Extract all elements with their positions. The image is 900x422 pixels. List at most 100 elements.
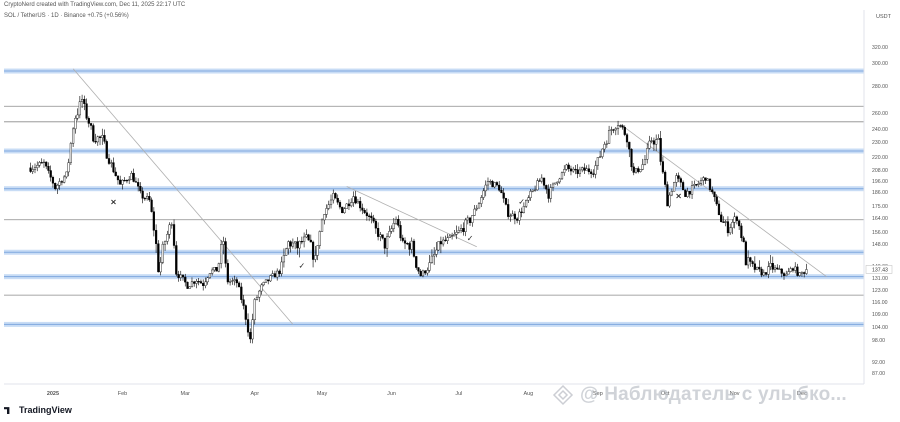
candle bbox=[130, 170, 133, 180]
candle-body bbox=[504, 198, 508, 205]
candle-body bbox=[368, 215, 371, 217]
candle bbox=[518, 208, 521, 225]
candle-body bbox=[684, 189, 687, 197]
candle-body bbox=[565, 164, 568, 170]
candle-body bbox=[495, 182, 499, 186]
candle bbox=[585, 165, 588, 171]
candle-body bbox=[673, 182, 676, 192]
candle bbox=[599, 150, 602, 158]
candle-body bbox=[276, 270, 279, 278]
candle-body bbox=[711, 189, 714, 193]
candle-body bbox=[228, 281, 232, 283]
candle bbox=[455, 225, 458, 240]
candle bbox=[179, 270, 182, 282]
candle-body bbox=[572, 168, 575, 172]
candle bbox=[726, 216, 730, 237]
candle-body bbox=[417, 267, 420, 272]
candle-body bbox=[625, 134, 629, 143]
candle bbox=[516, 217, 519, 224]
candle-body bbox=[415, 256, 418, 268]
candle bbox=[139, 182, 142, 194]
candle bbox=[576, 164, 579, 179]
candle bbox=[522, 202, 525, 214]
candle bbox=[805, 263, 808, 275]
candle-body bbox=[498, 184, 501, 191]
candle bbox=[408, 241, 411, 256]
candle bbox=[253, 298, 256, 325]
last-price-label: 137.43 bbox=[865, 265, 893, 274]
candle bbox=[596, 157, 599, 170]
candle bbox=[713, 191, 716, 202]
plot-area[interactable] bbox=[4, 22, 864, 384]
candle bbox=[451, 232, 454, 240]
candle-body bbox=[639, 169, 642, 172]
candle bbox=[616, 120, 620, 135]
candle-body bbox=[385, 236, 389, 249]
candle-body bbox=[560, 172, 564, 180]
candle bbox=[251, 313, 254, 344]
candle bbox=[556, 181, 559, 186]
candle bbox=[594, 160, 597, 179]
candle bbox=[190, 277, 194, 288]
candle-body bbox=[177, 274, 180, 278]
candle bbox=[31, 165, 34, 175]
candle bbox=[767, 261, 770, 279]
candle-body bbox=[80, 99, 84, 102]
candle-body bbox=[390, 228, 393, 232]
candle-body bbox=[731, 222, 734, 229]
candle bbox=[141, 187, 144, 204]
candle bbox=[477, 201, 481, 209]
candle bbox=[298, 240, 301, 258]
candle-body bbox=[49, 170, 52, 178]
candle-body bbox=[72, 128, 75, 144]
x-tick-label: 2025 bbox=[47, 391, 59, 397]
candle-body bbox=[646, 148, 649, 160]
candle-body bbox=[424, 270, 427, 274]
candle bbox=[457, 226, 460, 234]
candle-body bbox=[444, 239, 447, 241]
candle-body bbox=[697, 183, 700, 185]
candle bbox=[771, 256, 774, 273]
candle bbox=[735, 215, 739, 225]
candle bbox=[760, 266, 763, 278]
x-tick-label: Mar bbox=[181, 391, 191, 397]
candle-body bbox=[554, 182, 557, 185]
candle bbox=[314, 245, 317, 263]
x-tick-label: Aug bbox=[523, 391, 533, 397]
candle bbox=[630, 148, 633, 171]
candle bbox=[262, 281, 265, 287]
candle bbox=[240, 282, 243, 304]
candle bbox=[466, 215, 469, 225]
candle-body bbox=[805, 269, 808, 274]
candle-body bbox=[670, 191, 673, 196]
candle-body bbox=[264, 279, 268, 283]
candle bbox=[410, 237, 413, 254]
candle-body bbox=[92, 125, 95, 142]
candle bbox=[356, 198, 360, 204]
candle bbox=[444, 235, 447, 242]
candle-body bbox=[471, 215, 474, 223]
candle bbox=[776, 264, 779, 270]
candle bbox=[706, 177, 709, 181]
candle bbox=[159, 256, 162, 276]
candle bbox=[533, 185, 537, 192]
candle bbox=[747, 250, 750, 269]
time-axis[interactable]: 2025 Feb Mar Apr May Jun Jul Aug Sep Oct Nov Dec bbox=[47, 391, 807, 397]
candle-body bbox=[143, 197, 146, 200]
candle bbox=[42, 159, 46, 168]
price-axis[interactable]: 320.00 300.00 280.00 260.00 240.00 230.00 220.… bbox=[872, 45, 888, 377]
candle-body bbox=[724, 221, 727, 223]
candle bbox=[112, 157, 115, 174]
candle-body bbox=[655, 139, 658, 145]
candle bbox=[587, 164, 591, 175]
candle-body bbox=[800, 272, 804, 274]
candle bbox=[715, 194, 718, 206]
candle-body bbox=[643, 159, 647, 165]
candle-body bbox=[152, 211, 155, 231]
candle-body bbox=[661, 161, 665, 173]
candle-body bbox=[249, 332, 252, 340]
candle-body bbox=[285, 248, 288, 256]
candle-body bbox=[738, 220, 741, 227]
candle bbox=[545, 184, 548, 194]
